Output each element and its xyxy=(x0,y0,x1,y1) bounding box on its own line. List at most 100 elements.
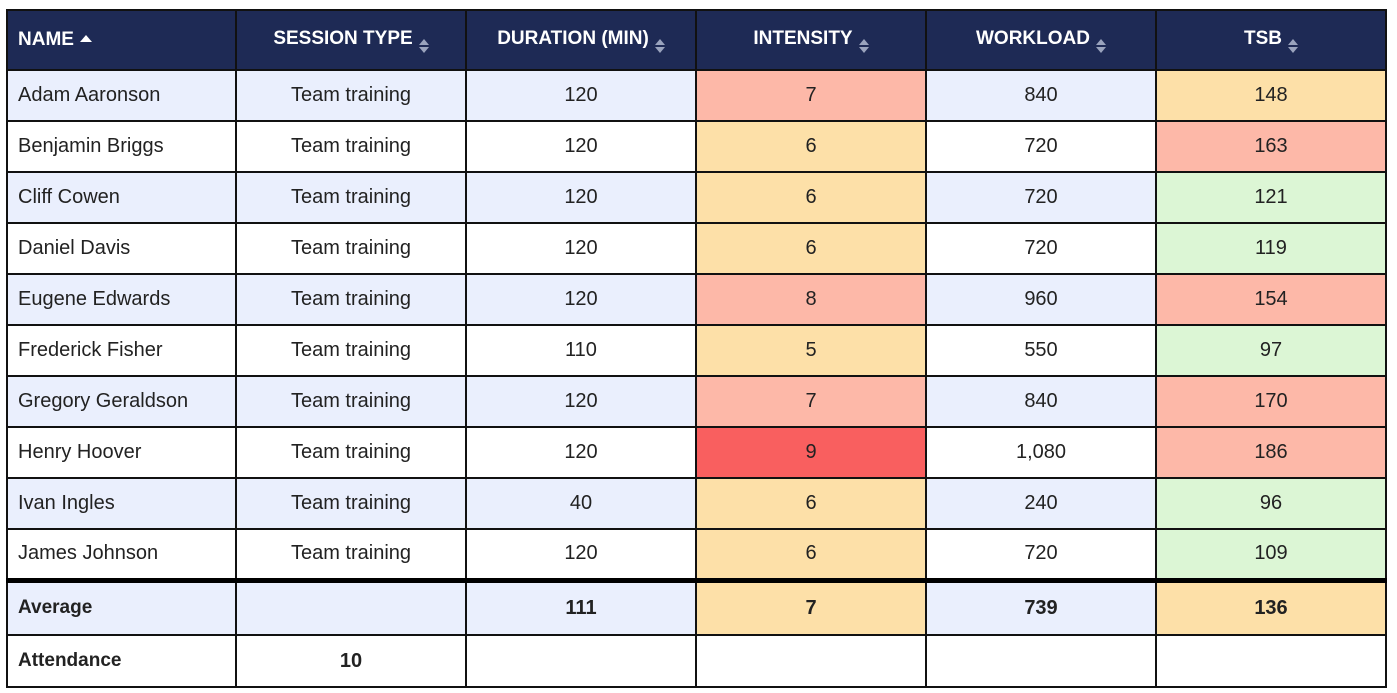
cell-tsb: 119 xyxy=(1155,222,1387,275)
table-row: Henry Hoover Team training 120 9 1,080 1… xyxy=(6,426,1387,479)
cell-workload: 550 xyxy=(925,324,1157,377)
cell-tsb: 163 xyxy=(1155,120,1387,173)
average-session-type xyxy=(235,577,467,636)
cell-intensity: 9 xyxy=(695,426,927,479)
cell-session-type: Team training xyxy=(235,222,467,275)
column-header-label: WORKLOAD xyxy=(976,27,1090,49)
table-row: Cliff Cowen Team training 120 6 720 121 xyxy=(6,171,1387,224)
column-header-label: SESSION TYPE xyxy=(273,27,413,49)
attendance-empty-cell xyxy=(465,634,697,688)
table-row: Frederick Fisher Team training 110 5 550… xyxy=(6,324,1387,377)
workload-table: NAME SESSION TYPE DURATION (MIN) INTENSI… xyxy=(6,9,1387,688)
cell-name: James Johnson xyxy=(6,528,237,581)
cell-workload: 840 xyxy=(925,69,1157,122)
table-row: Benjamin Briggs Team training 120 6 720 … xyxy=(6,120,1387,173)
attendance-empty-cell xyxy=(1155,634,1387,688)
sort-icon xyxy=(418,38,429,53)
cell-intensity: 7 xyxy=(695,375,927,428)
cell-name: Benjamin Briggs xyxy=(6,120,237,173)
cell-intensity: 6 xyxy=(695,120,927,173)
cell-tsb: 154 xyxy=(1155,273,1387,326)
cell-workload: 720 xyxy=(925,222,1157,275)
sort-icon xyxy=(858,38,869,53)
column-header-label: INTENSITY xyxy=(753,27,853,49)
cell-tsb: 96 xyxy=(1155,477,1387,530)
column-header-label: NAME xyxy=(18,29,74,50)
cell-duration: 120 xyxy=(465,222,697,275)
cell-duration: 120 xyxy=(465,375,697,428)
table-row: James Johnson Team training 120 6 720 10… xyxy=(6,528,1387,581)
cell-workload: 720 xyxy=(925,528,1157,581)
column-header-duration[interactable]: DURATION (MIN) xyxy=(465,9,697,71)
cell-session-type: Team training xyxy=(235,477,467,530)
column-header-label: TSB xyxy=(1244,27,1282,49)
column-header-name[interactable]: NAME xyxy=(6,9,237,71)
cell-session-type: Team training xyxy=(235,528,467,581)
table-row: Gregory Geraldson Team training 120 7 84… xyxy=(6,375,1387,428)
average-row: Average 111 7 739 136 xyxy=(6,577,1387,636)
attendance-empty-cell xyxy=(925,634,1157,688)
workload-table-container: NAME SESSION TYPE DURATION (MIN) INTENSI… xyxy=(6,9,1387,688)
cell-intensity: 6 xyxy=(695,477,927,530)
column-header-tsb[interactable]: TSB xyxy=(1155,9,1387,71)
table-row: Adam Aaronson Team training 120 7 840 14… xyxy=(6,69,1387,122)
cell-name: Adam Aaronson xyxy=(6,69,237,122)
attendance-value: 10 xyxy=(235,634,467,688)
cell-session-type: Team training xyxy=(235,171,467,224)
cell-intensity: 7 xyxy=(695,69,927,122)
cell-workload: 1,080 xyxy=(925,426,1157,479)
cell-duration: 120 xyxy=(465,426,697,479)
cell-session-type: Team training xyxy=(235,120,467,173)
cell-name: Gregory Geraldson xyxy=(6,375,237,428)
sort-icon xyxy=(1288,38,1298,53)
cell-duration: 110 xyxy=(465,324,697,377)
cell-intensity: 5 xyxy=(695,324,927,377)
cell-duration: 120 xyxy=(465,273,697,326)
cell-session-type: Team training xyxy=(235,69,467,122)
cell-tsb: 109 xyxy=(1155,528,1387,581)
cell-workload: 720 xyxy=(925,120,1157,173)
average-intensity: 7 xyxy=(695,577,927,636)
cell-duration: 120 xyxy=(465,120,697,173)
column-header-workload[interactable]: WORKLOAD xyxy=(925,9,1157,71)
cell-name: Eugene Edwards xyxy=(6,273,237,326)
attendance-row: Attendance 10 xyxy=(6,634,1387,688)
cell-duration: 40 xyxy=(465,477,697,530)
header-row: NAME SESSION TYPE DURATION (MIN) INTENSI… xyxy=(6,9,1387,71)
cell-duration: 120 xyxy=(465,528,697,581)
table-row: Ivan Ingles Team training 40 6 240 96 xyxy=(6,477,1387,530)
column-header-intensity[interactable]: INTENSITY xyxy=(695,9,927,71)
cell-duration: 120 xyxy=(465,69,697,122)
sort-icon xyxy=(654,38,665,53)
cell-workload: 960 xyxy=(925,273,1157,326)
average-tsb: 136 xyxy=(1155,577,1387,636)
table-row: Eugene Edwards Team training 120 8 960 1… xyxy=(6,273,1387,326)
column-header-label: DURATION (MIN) xyxy=(497,27,649,49)
cell-name: Daniel Davis xyxy=(6,222,237,275)
average-label: Average xyxy=(6,577,237,636)
cell-tsb: 170 xyxy=(1155,375,1387,428)
cell-intensity: 8 xyxy=(695,273,927,326)
cell-name: Cliff Cowen xyxy=(6,171,237,224)
cell-name: Ivan Ingles xyxy=(6,477,237,530)
cell-workload: 720 xyxy=(925,171,1157,224)
cell-name: Frederick Fisher xyxy=(6,324,237,377)
cell-session-type: Team training xyxy=(235,375,467,428)
cell-tsb: 186 xyxy=(1155,426,1387,479)
average-duration: 111 xyxy=(465,577,697,636)
cell-workload: 840 xyxy=(925,375,1157,428)
cell-tsb: 97 xyxy=(1155,324,1387,377)
cell-tsb: 121 xyxy=(1155,171,1387,224)
sort-ascending-icon xyxy=(79,35,92,42)
cell-intensity: 6 xyxy=(695,222,927,275)
cell-session-type: Team training xyxy=(235,273,467,326)
attendance-label: Attendance xyxy=(6,634,237,688)
attendance-empty-cell xyxy=(695,634,927,688)
average-workload: 739 xyxy=(925,577,1157,636)
column-header-session-type[interactable]: SESSION TYPE xyxy=(235,9,467,71)
cell-duration: 120 xyxy=(465,171,697,224)
cell-workload: 240 xyxy=(925,477,1157,530)
table-row: Daniel Davis Team training 120 6 720 119 xyxy=(6,222,1387,275)
cell-name: Henry Hoover xyxy=(6,426,237,479)
cell-tsb: 148 xyxy=(1155,69,1387,122)
